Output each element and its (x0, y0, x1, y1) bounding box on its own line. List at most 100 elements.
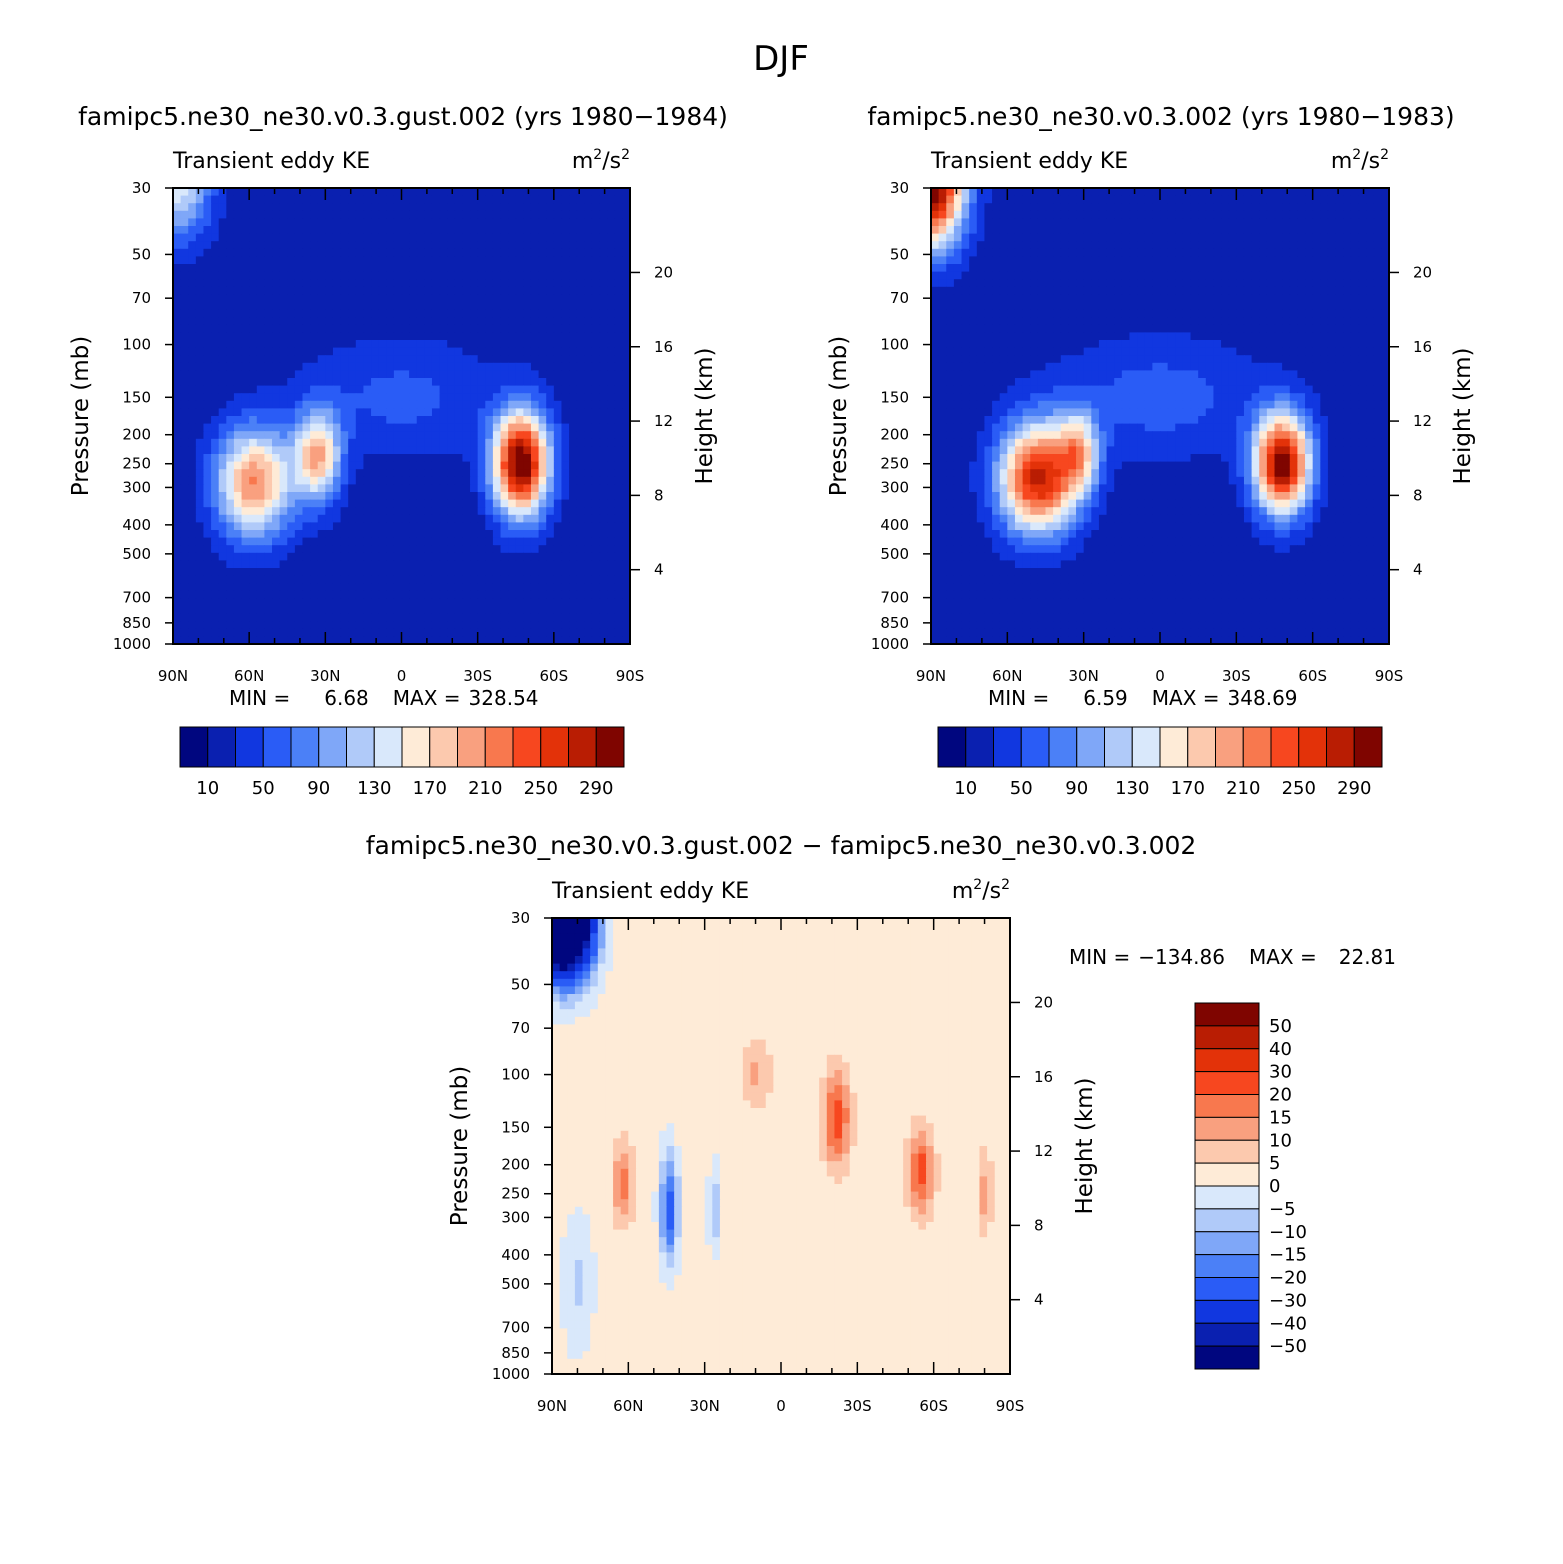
field-cell (341, 477, 349, 485)
field-cell (478, 553, 486, 561)
field-cell (447, 598, 455, 606)
field-cell (1343, 241, 1351, 249)
field-cell (386, 317, 394, 325)
field-cell (1336, 226, 1344, 234)
field-cell (295, 583, 303, 591)
field-cell (432, 279, 440, 287)
field-cell (234, 454, 242, 462)
field-cell (478, 583, 486, 591)
field-cell (1366, 264, 1374, 272)
field-cell (478, 614, 486, 622)
field-cell (485, 256, 493, 264)
field-cell (554, 446, 562, 454)
field-cell (234, 325, 242, 333)
field-cell (1168, 196, 1176, 204)
field-cell (1320, 188, 1328, 196)
field-cell (615, 591, 623, 599)
field-cell (1068, 241, 1076, 249)
field-cell (447, 218, 455, 226)
panel-right-title: famipc5.ne30_ne30.v0.3.002 (yrs 1980−198… (867, 102, 1454, 131)
field-cell (584, 332, 592, 340)
field-cell (1305, 332, 1313, 340)
field-cell (478, 272, 486, 280)
field-cell (234, 591, 242, 599)
field-cell (539, 560, 547, 568)
field-cell (356, 416, 364, 424)
field-cell (984, 256, 992, 264)
field-cell (325, 553, 333, 561)
field-cell (984, 279, 992, 287)
field-cell (462, 332, 470, 340)
field-cell (188, 568, 196, 576)
field-cell (493, 469, 501, 477)
field-cell (1183, 188, 1191, 196)
field-cell (508, 234, 516, 242)
field-cell (1015, 218, 1023, 226)
field-cell (1358, 196, 1366, 204)
field-cell (478, 545, 486, 553)
field-cell (577, 203, 585, 211)
field-cell (242, 294, 250, 302)
field-cell (554, 629, 562, 637)
field-cell (592, 310, 600, 318)
field-cell (173, 507, 181, 515)
field-cell (226, 598, 234, 606)
field-cell (272, 363, 280, 371)
field-cell (211, 325, 219, 333)
field-cell (249, 530, 257, 538)
field-cell (1198, 203, 1206, 211)
field-cell (310, 560, 318, 568)
field-cell (1191, 249, 1199, 257)
field-cell (455, 401, 463, 409)
field-cell (203, 576, 211, 584)
field-cell (478, 469, 486, 477)
field-cell (1213, 272, 1221, 280)
field-cell (607, 348, 615, 356)
field-cell (561, 279, 569, 287)
field-cell (211, 469, 219, 477)
field-cell (516, 545, 524, 553)
field-cell (173, 317, 181, 325)
field-cell (539, 340, 547, 348)
field-cell (1313, 294, 1321, 302)
field-cell (196, 568, 204, 576)
field-cell (485, 591, 493, 599)
field-cell (470, 332, 478, 340)
field-cell (417, 196, 425, 204)
field-cell (577, 553, 585, 561)
field-cell (462, 591, 470, 599)
field-cell (470, 264, 478, 272)
field-cell (523, 614, 531, 622)
field-cell (287, 553, 295, 561)
field-cell (523, 294, 531, 302)
field-cell (341, 515, 349, 523)
field-cell (424, 507, 432, 515)
field-cell (1259, 272, 1267, 280)
field-cell (478, 606, 486, 614)
field-cell (196, 614, 204, 622)
field-cell (455, 522, 463, 530)
field-cell (226, 294, 234, 302)
field-cell (264, 386, 272, 394)
field-cell (615, 424, 623, 432)
field-cell (417, 583, 425, 591)
field-cell (615, 226, 623, 234)
field-cell (539, 598, 547, 606)
field-cell (455, 249, 463, 257)
field-cell (333, 477, 341, 485)
field-cell (615, 310, 623, 318)
field-cell (1007, 272, 1015, 280)
field-cell (371, 576, 379, 584)
field-cell (394, 203, 402, 211)
field-cell (954, 218, 962, 226)
field-cell (264, 363, 272, 371)
field-cell (984, 234, 992, 242)
field-cell (424, 370, 432, 378)
field-cell (577, 196, 585, 204)
field-cell (493, 507, 501, 515)
field-cell (501, 310, 509, 318)
field-cell (607, 241, 615, 249)
field-cell (561, 340, 569, 348)
field-cell (485, 538, 493, 546)
field-cell (546, 340, 554, 348)
